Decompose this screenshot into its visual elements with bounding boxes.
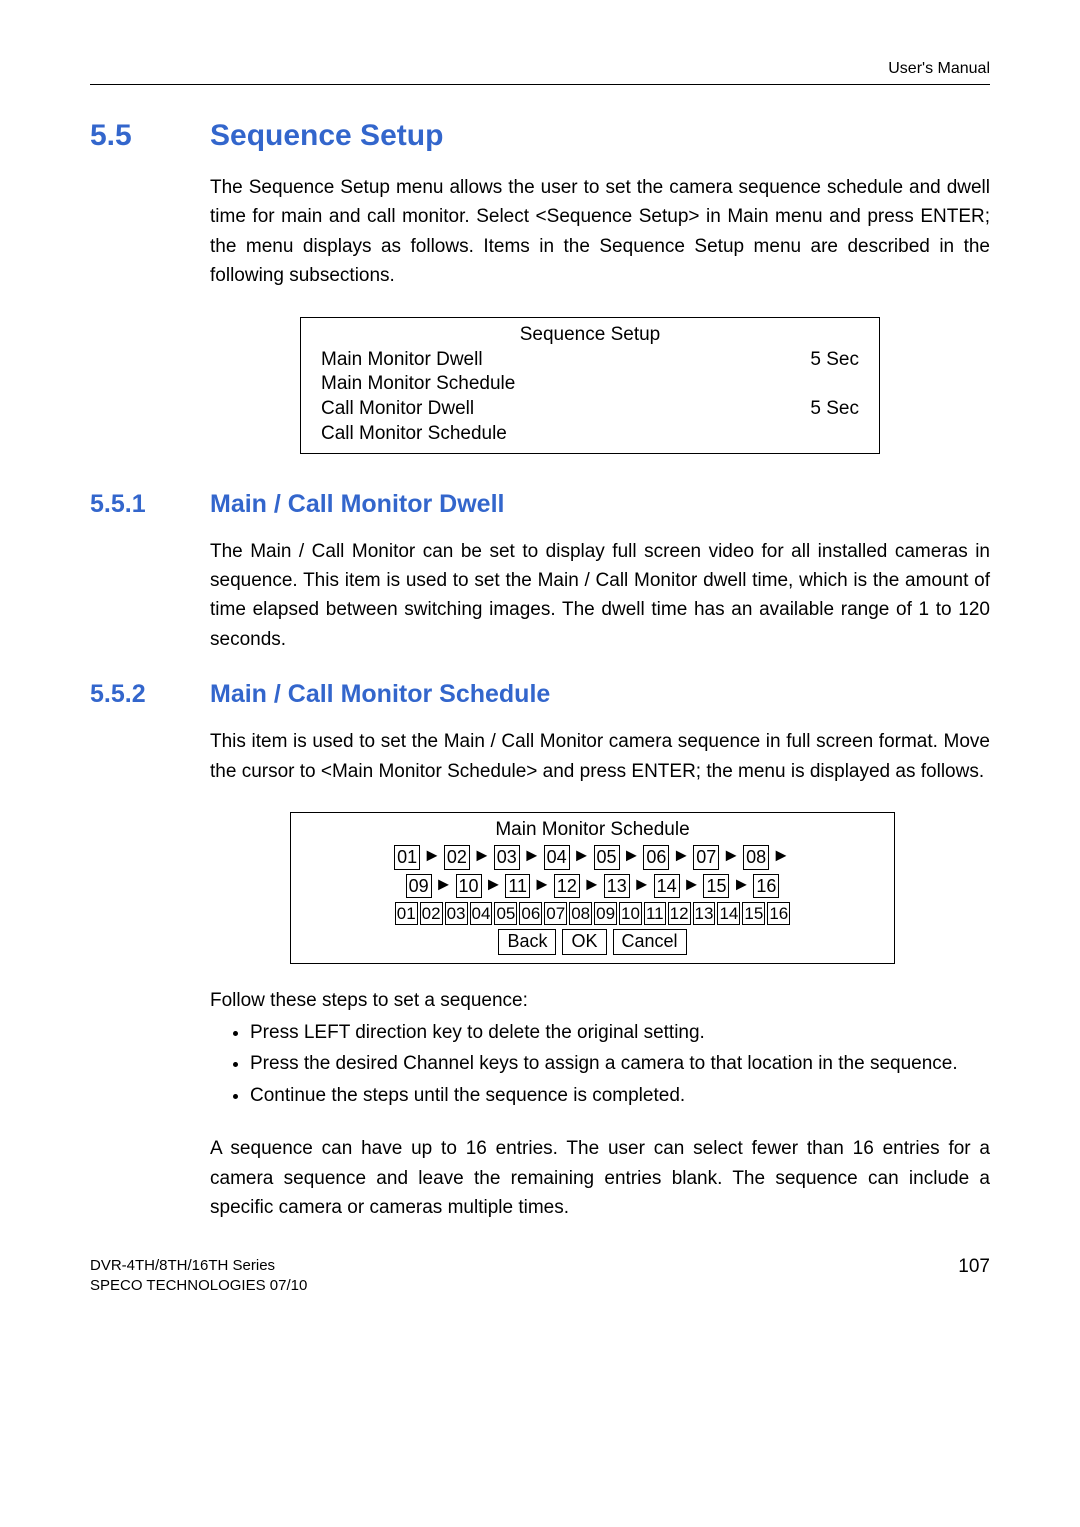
arrow-icon: ► — [622, 845, 642, 870]
arrow-icon: ► — [472, 845, 492, 870]
step-item: Press LEFT direction key to delete the o… — [250, 1018, 990, 1047]
footer-left: DVR-4TH/8TH/16TH Series SPECO TECHNOLOGI… — [90, 1256, 307, 1295]
ok-button: OK — [562, 929, 606, 954]
footer: DVR-4TH/8TH/16TH Series SPECO TECHNOLOGI… — [90, 1256, 990, 1295]
sched-chip: 01 — [394, 845, 420, 870]
subsection-title: Main / Call Monitor Schedule — [210, 680, 550, 708]
sched-chip: 08 — [743, 845, 769, 870]
footer-line2: SPECO TECHNOLOGIES 07/10 — [90, 1276, 307, 1296]
sched-chip: 03 — [494, 845, 520, 870]
section-num: 5.5 — [90, 119, 210, 153]
header-right: User's Manual — [90, 60, 990, 85]
sched-chip: 16 — [767, 902, 790, 925]
sched-chip: 10 — [619, 902, 642, 925]
arrow-icon: ► — [434, 874, 454, 899]
sched-row-2: 09► 10► 11► 12► 13► 14► 15► 16 — [301, 874, 884, 899]
sched-chip: 14 — [717, 902, 740, 925]
sched-buttons: Back OK Cancel — [301, 929, 884, 954]
sched-chip: 04 — [470, 902, 493, 925]
sched-chip: 02 — [420, 902, 443, 925]
schedule-box: Main Monitor Schedule 01► 02► 03► 04► 05… — [290, 812, 895, 964]
subsection-heading-1: 5.5.1Main / Call Monitor Dwell — [90, 490, 990, 519]
sched-chip: 08 — [569, 902, 592, 925]
sched-chip: 02 — [444, 845, 470, 870]
sched-box-title: Main Monitor Schedule — [301, 819, 884, 841]
section-heading: 5.5Sequence Setup — [90, 119, 990, 153]
arrow-icon: ► — [731, 874, 751, 899]
sequence-setup-box: Sequence Setup Main Monitor Dwell 5 Sec … — [300, 317, 880, 454]
sched-chip: 04 — [544, 845, 570, 870]
sched-chip: 06 — [643, 845, 669, 870]
arrow-icon: ► — [484, 874, 504, 899]
arrow-icon: ► — [422, 845, 442, 870]
sched-chip: 12 — [554, 874, 580, 899]
arrow-icon: ► — [632, 874, 652, 899]
footer-line1: DVR-4TH/8TH/16TH Series — [90, 1256, 307, 1276]
seq-row-label: Call Monitor Schedule — [321, 422, 507, 447]
arrow-icon: ► — [582, 874, 602, 899]
steps-list: Press LEFT direction key to delete the o… — [250, 1018, 990, 1110]
arrow-icon: ► — [522, 845, 542, 870]
seq-row-label: Main Monitor Schedule — [321, 372, 515, 397]
subsection-num: 5.5.1 — [90, 490, 210, 519]
seq-row-value: 5 Sec — [810, 397, 859, 422]
section-para: The Sequence Setup menu allows the user … — [210, 173, 990, 291]
steps-intro: Follow these steps to set a sequence: — [210, 990, 990, 1012]
sched-chip: 07 — [693, 845, 719, 870]
seq-row: Call Monitor Dwell 5 Sec — [321, 397, 859, 422]
sched-row-1: 01► 02► 03► 04► 05► 06► 07► 08► — [301, 845, 884, 870]
subsection-num: 5.5.2 — [90, 680, 210, 709]
sched-chip: 15 — [742, 902, 765, 925]
step-item: Continue the steps until the sequence is… — [250, 1081, 990, 1110]
step-item: Press the desired Channel keys to assign… — [250, 1049, 990, 1078]
arrow-icon: ► — [682, 874, 702, 899]
back-button: Back — [498, 929, 556, 954]
subsection-heading-2: 5.5.2Main / Call Monitor Schedule — [90, 680, 990, 709]
arrow-icon: ► — [671, 845, 691, 870]
arrow-icon: ► — [532, 874, 552, 899]
sched-row-3: 01 02 03 04 05 06 07 08 09 10 11 12 13 1… — [301, 902, 884, 925]
sched-chip: 05 — [594, 845, 620, 870]
sched-chip: 06 — [519, 902, 542, 925]
seq-box-title: Sequence Setup — [321, 324, 859, 346]
seq-row: Call Monitor Schedule — [321, 422, 859, 447]
seq-row-label: Call Monitor Dwell — [321, 397, 474, 422]
subsection-title: Main / Call Monitor Dwell — [210, 490, 504, 518]
sched-chip: 05 — [494, 902, 517, 925]
page-number: 107 — [958, 1256, 990, 1295]
sched-chip: 07 — [544, 902, 567, 925]
cancel-button: Cancel — [613, 929, 687, 954]
closing-para: A sequence can have up to 16 entries. Th… — [210, 1134, 990, 1222]
sched-chip: 11 — [505, 874, 530, 899]
sched-chip: 11 — [644, 902, 666, 925]
sched-chip: 01 — [395, 902, 418, 925]
section-title: Sequence Setup — [210, 119, 443, 152]
seq-row: Main Monitor Dwell 5 Sec — [321, 348, 859, 373]
sched-chip: 09 — [406, 874, 432, 899]
arrow-icon: ► — [572, 845, 592, 870]
arrow-icon: ► — [721, 845, 741, 870]
sched-chip: 15 — [703, 874, 729, 899]
sched-chip: 12 — [668, 902, 691, 925]
subsection2-para: This item is used to set the Main / Call… — [210, 727, 990, 786]
sched-chip: 10 — [456, 874, 482, 899]
sched-chip: 13 — [693, 902, 716, 925]
seq-row-label: Main Monitor Dwell — [321, 348, 483, 373]
sched-chip: 14 — [654, 874, 680, 899]
subsection1-para: The Main / Call Monitor can be set to di… — [210, 537, 990, 655]
sched-chip: 16 — [753, 874, 779, 899]
sched-chip: 03 — [445, 902, 468, 925]
seq-row-value: 5 Sec — [810, 348, 859, 373]
seq-row: Main Monitor Schedule — [321, 372, 859, 397]
sched-chip: 13 — [604, 874, 630, 899]
sched-chip: 09 — [594, 902, 617, 925]
arrow-icon: ► — [771, 845, 791, 870]
